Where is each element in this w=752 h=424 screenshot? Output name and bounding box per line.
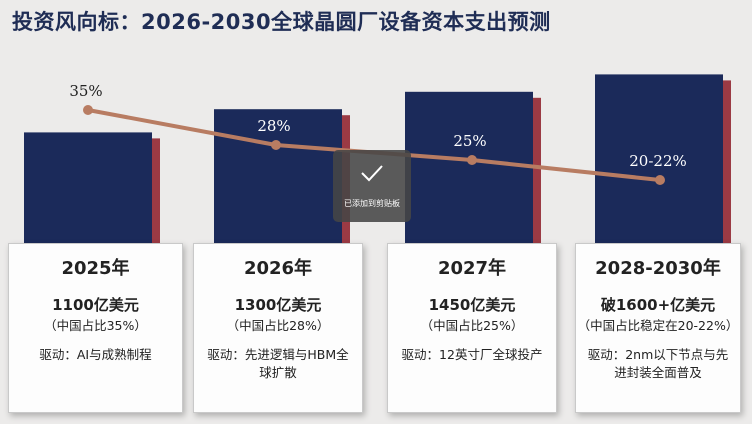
check-icon bbox=[361, 165, 383, 182]
card-2026: 2026年 1300亿美元 （中国占比28%） 驱动：先进逻辑与HBM全球扩散 bbox=[193, 243, 363, 413]
card-share: （中国占比35%） bbox=[44, 318, 147, 333]
bar bbox=[405, 91, 533, 260]
page-title: 投资风向标：2026-2030全球晶圆厂设备资本支出预测 bbox=[12, 10, 551, 34]
share-label: 28% bbox=[257, 117, 290, 135]
card-share: （中国占比稳定在20-22%） bbox=[577, 318, 739, 333]
card-amount: 1300亿美元 bbox=[234, 296, 322, 314]
card-year: 2026年 bbox=[243, 258, 313, 279]
toast-message: 已添加到剪贴板 bbox=[344, 199, 400, 208]
card-2028-2030: 2028-2030年 破1600+亿美元 （中国占比稳定在20-22%） 驱动：… bbox=[575, 243, 741, 413]
card-driver: 驱动：先进逻辑与HBM全球扩散 bbox=[207, 347, 349, 380]
card-amount: 1450亿美元 bbox=[428, 296, 516, 314]
card-year: 2025年 bbox=[61, 258, 130, 279]
card-driver: 驱动：12英寸厂全球投产 bbox=[401, 347, 543, 362]
share-label: 20-22% bbox=[629, 152, 687, 170]
clipboard-toast: 已添加到剪贴板 bbox=[333, 150, 411, 222]
share-point bbox=[83, 105, 93, 115]
bar bbox=[24, 132, 152, 260]
card-amount: 破1600+亿美元 bbox=[600, 296, 716, 314]
card-2027: 2027年 1450亿美元 （中国占比25%） 驱动：12英寸厂全球投产 bbox=[387, 243, 557, 413]
share-point bbox=[655, 175, 665, 185]
share-label: 25% bbox=[453, 132, 486, 150]
card-driver: 驱动：2nm以下节点与先进封装全面普及 bbox=[587, 347, 729, 380]
bar bbox=[214, 109, 342, 260]
share-label: 35% bbox=[69, 82, 102, 100]
bar bbox=[595, 74, 723, 261]
card-amount: 1100亿美元 bbox=[52, 296, 139, 314]
card-driver: 驱动：AI与成熟制程 bbox=[39, 347, 152, 362]
share-point bbox=[467, 155, 477, 165]
card-share: （中国占比25%） bbox=[420, 318, 524, 333]
card-2025: 2025年 1100亿美元 （中国占比35%） 驱动：AI与成熟制程 bbox=[8, 243, 183, 413]
share-point bbox=[271, 140, 281, 150]
card-year: 2028-2030年 bbox=[595, 258, 721, 279]
card-share: （中国占比28%） bbox=[226, 318, 330, 333]
card-year: 2027年 bbox=[437, 258, 507, 279]
